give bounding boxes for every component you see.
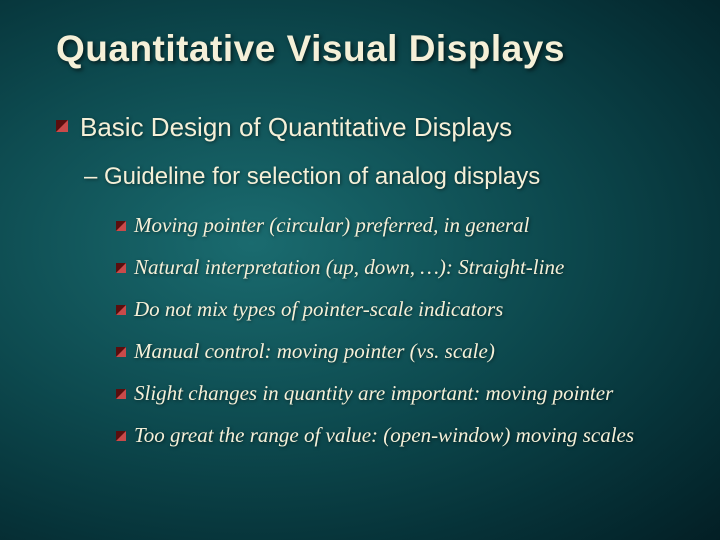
bullet-text: Do not mix types of pointer-scale indica… [134,297,503,322]
list-item: Natural interpretation (up, down, …): St… [116,255,680,280]
bullet-square-icon [116,305,126,315]
slide-container: Quantitative Visual Displays Basic Desig… [0,0,720,485]
list-item: Too great the range of value: (open-wind… [116,423,680,448]
level2-item: – Guideline for selection of analog disp… [84,163,680,191]
list-item: Moving pointer (circular) preferred, in … [116,213,680,238]
level1-item: Basic Design of Quantitative Displays [56,112,680,143]
bullet-text: Moving pointer (circular) preferred, in … [134,213,529,238]
bullet-text: Natural interpretation (up, down, …): St… [134,255,564,280]
bullet-square-icon [116,431,126,441]
bullet-square-icon [56,120,68,132]
list-item: Slight changes in quantity are important… [116,381,680,406]
list-item: Do not mix types of pointer-scale indica… [116,297,680,322]
bullet-square-icon [116,221,126,231]
bullet-square-icon [116,389,126,399]
slide-title: Quantitative Visual Displays [56,28,680,70]
level2-text: – Guideline for selection of analog disp… [84,163,540,190]
bullet-square-icon [116,347,126,357]
bullet-text: Too great the range of value: (open-wind… [134,423,634,448]
bullet-text: Manual control: moving pointer (vs. scal… [134,339,495,364]
bullet-list: Moving pointer (circular) preferred, in … [116,213,680,448]
level1-text: Basic Design of Quantitative Displays [80,112,512,143]
bullet-text: Slight changes in quantity are important… [134,381,613,406]
bullet-square-icon [116,263,126,273]
list-item: Manual control: moving pointer (vs. scal… [116,339,680,364]
